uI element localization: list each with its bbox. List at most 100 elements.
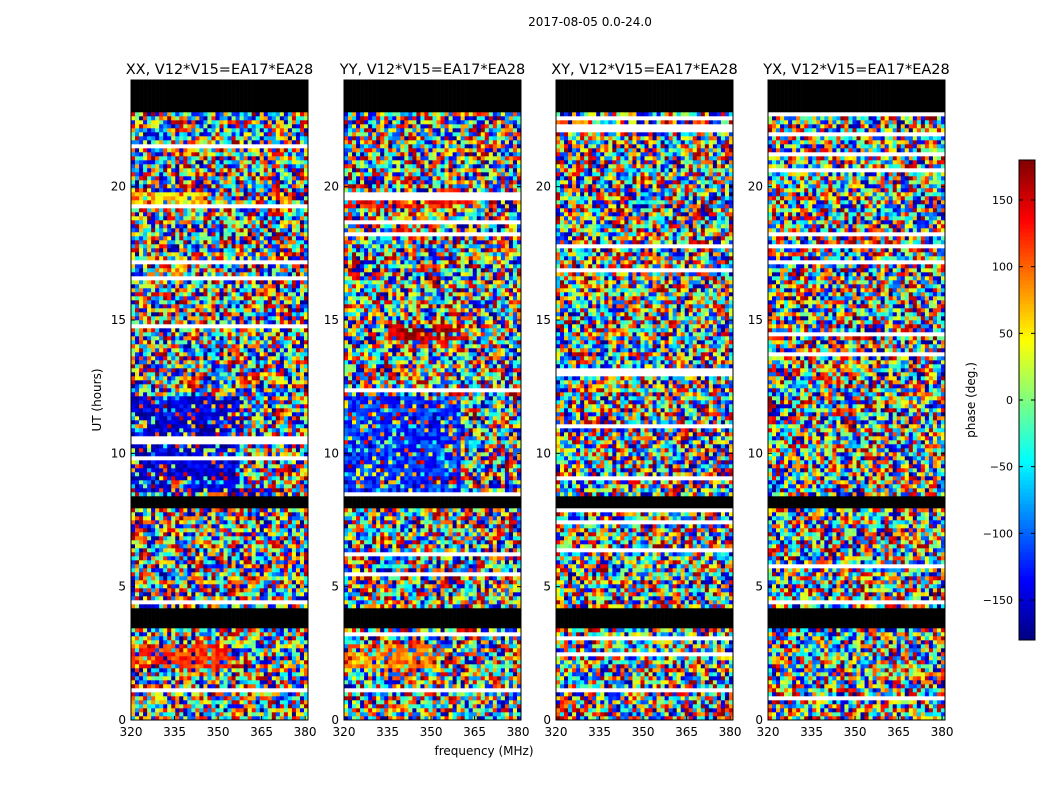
heatmap-cell [224, 612, 228, 616]
heatmap-cell [171, 392, 175, 396]
heatmap-cell [147, 268, 151, 272]
heatmap-cell [228, 332, 232, 336]
heatmap-cell [159, 344, 163, 348]
heatmap-cell [143, 680, 147, 684]
heatmap-cell [276, 708, 280, 712]
heatmap-cell [183, 588, 187, 592]
heatmap-cell [211, 336, 215, 340]
heatmap-cell [175, 444, 179, 448]
heatmap-cell [163, 364, 167, 368]
heatmap-cell [256, 576, 260, 580]
heatmap-cell [244, 316, 248, 320]
heatmap-cell [215, 708, 219, 712]
heatmap-cell [171, 560, 175, 564]
heatmap-cell [256, 468, 260, 472]
heatmap-cell [215, 512, 219, 516]
heatmap-cell [199, 644, 203, 648]
heatmap-cell [171, 368, 175, 372]
heatmap-cell [203, 276, 207, 280]
heatmap-cell [300, 312, 304, 316]
heatmap-cell [236, 428, 240, 432]
heatmap-cell [183, 272, 187, 276]
heatmap-cell [280, 300, 284, 304]
heatmap-cell [203, 524, 207, 528]
heatmap-cell [207, 528, 211, 532]
heatmap-cell [195, 380, 199, 384]
heatmap-cell [236, 292, 240, 296]
heatmap-cell [248, 548, 252, 552]
heatmap-cell [252, 372, 256, 376]
heatmap-cell [203, 628, 207, 632]
heatmap-cell [207, 380, 211, 384]
heatmap-cell [171, 296, 175, 300]
heatmap-cell [131, 360, 135, 364]
heatmap-cell [135, 440, 139, 444]
heatmap-cell [248, 668, 252, 672]
heatmap-cell [207, 540, 211, 544]
heatmap-cell [191, 308, 195, 312]
heatmap-cell [228, 628, 232, 632]
heatmap-cell [276, 504, 280, 508]
heatmap-cell [244, 396, 248, 400]
heatmap-cell [167, 348, 171, 352]
heatmap-cell [280, 296, 284, 300]
figure-title: 2017-08-05 0.0-24.0 [528, 15, 652, 29]
heatmap-cell [256, 700, 260, 704]
heatmap-cell [240, 496, 244, 500]
heatmap-cell [155, 452, 159, 456]
heatmap-cell [240, 500, 244, 504]
heatmap-cell [151, 352, 155, 356]
heatmap-cell [167, 572, 171, 576]
heatmap-cell [215, 552, 219, 556]
heatmap-cell [191, 564, 195, 568]
heatmap-cell [163, 552, 167, 556]
heatmap-cell [175, 276, 179, 280]
heatmap-cell [236, 308, 240, 312]
heatmap-cell [264, 380, 268, 384]
heatmap-cell [220, 364, 224, 368]
heatmap-cell [280, 596, 284, 600]
heatmap-cell [276, 544, 280, 548]
heatmap-cell [175, 688, 179, 692]
heatmap-cell [276, 508, 280, 512]
heatmap-cell [203, 460, 207, 464]
heatmap-cell [155, 356, 159, 360]
heatmap-cell [211, 344, 215, 348]
heatmap-cell [240, 328, 244, 332]
heatmap-cell [163, 564, 167, 568]
heatmap-cell [228, 464, 232, 468]
heatmap-cell [244, 520, 248, 524]
heatmap-cell [236, 468, 240, 472]
heatmap-cell [195, 300, 199, 304]
heatmap-cell [179, 472, 183, 476]
heatmap-cell [232, 512, 236, 516]
heatmap-cell [195, 468, 199, 472]
heatmap-cell [211, 700, 215, 704]
heatmap-cell [236, 432, 240, 436]
heatmap-cell [276, 660, 280, 664]
heatmap-cell [220, 492, 224, 496]
heatmap-cell [300, 280, 304, 284]
heatmap-cell [264, 536, 268, 540]
heatmap-cell [167, 520, 171, 524]
heatmap-cell [215, 528, 219, 532]
heatmap-cell [260, 360, 264, 364]
heatmap-cell [276, 700, 280, 704]
heatmap-cell [171, 704, 175, 708]
heatmap-cell [135, 328, 139, 332]
heatmap-cell [211, 384, 215, 388]
heatmap-cell [224, 420, 228, 424]
heatmap-cell [183, 320, 187, 324]
heatmap-cell [292, 424, 296, 428]
heatmap-cell [236, 408, 240, 412]
heatmap-cell [199, 456, 203, 460]
heatmap-cell [147, 672, 151, 676]
heatmap-cell [252, 468, 256, 472]
heatmap-cell [155, 372, 159, 376]
heatmap-cell [159, 588, 163, 592]
heatmap-cell [147, 304, 151, 308]
heatmap-cell [268, 488, 272, 492]
heatmap-cell [187, 576, 191, 580]
heatmap-cell [236, 688, 240, 692]
heatmap-cell [163, 644, 167, 648]
